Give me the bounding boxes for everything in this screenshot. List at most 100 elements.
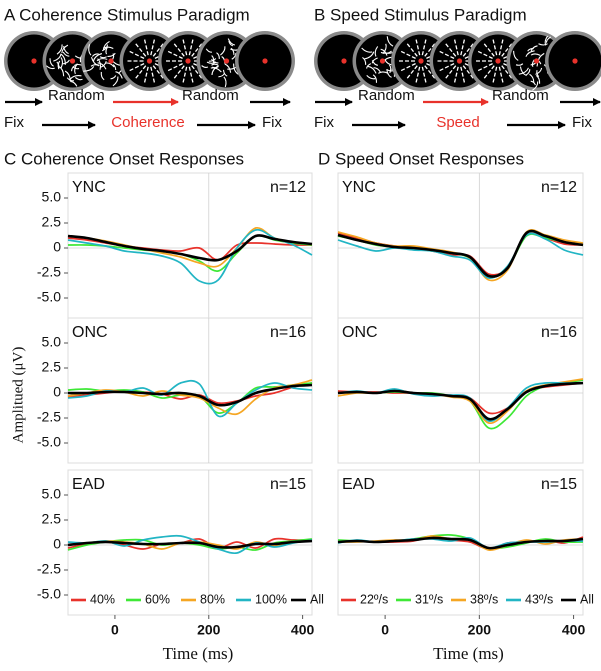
stimulus-dot-trail xyxy=(100,71,105,81)
stimulus-radial xyxy=(492,66,498,84)
legend-label: 22º/s xyxy=(360,592,388,606)
stimulus-radial xyxy=(453,66,459,84)
y-tick-label: 2.5 xyxy=(42,214,62,230)
stimulus-dot-trail xyxy=(388,64,392,74)
y-tick-label: 0 xyxy=(53,384,61,400)
stimulus-dot-trail xyxy=(367,65,377,74)
stimulus-radial xyxy=(152,65,165,80)
stimulus-dot-trail xyxy=(364,51,375,60)
stimulus-dot-trail xyxy=(112,64,117,71)
stimulus-dot-trail xyxy=(371,60,378,66)
paradigm-label: Random xyxy=(358,87,415,104)
stimulus-radial xyxy=(188,38,194,56)
stimulus-dot-trail xyxy=(60,53,66,65)
stimulus-radial xyxy=(182,66,188,84)
n-label: n=15 xyxy=(270,476,306,493)
stimulus-radial xyxy=(128,63,145,72)
stimulus-dot-trail xyxy=(224,63,232,73)
stimulus-dot-trail xyxy=(70,80,78,87)
stimulus-dot-trail xyxy=(110,75,117,80)
stimulus-radial xyxy=(498,66,504,84)
chart-title: C Coherence Onset Responses xyxy=(4,149,244,168)
stimulus-radial xyxy=(173,42,185,57)
fixation-dot xyxy=(185,58,191,64)
stimulus-dot-trail xyxy=(205,48,212,53)
paradigm-label: Fix xyxy=(572,114,592,131)
stimulus-dot-trail xyxy=(222,69,228,77)
stimulus-radial xyxy=(460,38,466,56)
paradigm-label: Fix xyxy=(4,114,24,131)
stimulus-dot-trail xyxy=(60,57,64,69)
stimulus-dot-trail xyxy=(231,53,237,60)
stimulus-radial xyxy=(143,66,149,84)
stimulus-dot-trail xyxy=(201,65,209,68)
stimulus-radial xyxy=(498,38,504,56)
response-line xyxy=(337,381,584,421)
stimulus-radial xyxy=(134,42,147,57)
stimulus-radial xyxy=(399,63,416,72)
stimulus-dot-trail xyxy=(380,48,388,56)
stimulus-dot-trail xyxy=(531,59,535,67)
y-tick-label: -5.0 xyxy=(37,434,61,450)
stimulus-dot-trail xyxy=(210,67,222,73)
stimulus-dot-trail xyxy=(101,44,109,52)
response-line xyxy=(67,383,313,407)
stimulus-dot-trail xyxy=(211,55,215,64)
y-tick-label: 5.0 xyxy=(42,334,62,350)
stimulus-radial xyxy=(182,38,188,56)
fixation-dot xyxy=(379,58,386,64)
fixation-dot xyxy=(223,58,230,64)
stimulus-dot-trail xyxy=(372,74,378,83)
stimulus-dot-trail xyxy=(233,63,239,75)
stimulus-dot-trail xyxy=(513,50,519,61)
response-line xyxy=(67,539,313,549)
stimulus-radial xyxy=(150,38,156,56)
fixation-dot xyxy=(341,58,347,64)
stimulus-dot-trail xyxy=(374,46,379,57)
stimulus-radial xyxy=(128,50,145,59)
stimulus-radial xyxy=(492,38,498,56)
stimulus-dot-trail xyxy=(99,56,107,59)
stimulus-dot-trail xyxy=(361,47,373,53)
paradigm-label: Coherence xyxy=(111,114,184,131)
stimulus-dot-trail xyxy=(46,65,55,70)
x-tick-label: 0 xyxy=(381,622,389,638)
stimulus-radial xyxy=(166,50,183,59)
group-label: EAD xyxy=(72,476,105,493)
stimulus-dot-trail xyxy=(90,64,100,67)
stimulus-dot-trail xyxy=(211,65,220,76)
stimulus-dot-trail xyxy=(371,57,378,64)
stimulus-radial xyxy=(406,65,418,80)
stimulus-radial xyxy=(444,65,457,80)
stimulus-radial xyxy=(173,65,185,80)
y-tick-label: -2.5 xyxy=(37,409,61,425)
stimulus-dot-trail xyxy=(74,76,83,81)
stimulus-dot-trail xyxy=(529,73,535,83)
stimulus-dot-trail xyxy=(61,44,69,54)
stimulus-radial xyxy=(134,65,147,80)
stimulus-dot-trail xyxy=(220,46,226,56)
stimulus-dot-trail xyxy=(216,52,220,59)
response-line xyxy=(337,229,584,278)
response-line xyxy=(337,232,584,279)
stimulus-dot-trail xyxy=(366,63,372,69)
y-axis-label: Amplitued (μV) xyxy=(10,347,26,444)
paradigm-label: Random xyxy=(48,87,105,104)
n-label: n=16 xyxy=(541,324,577,341)
stimulus-dot-trail xyxy=(525,50,535,57)
paradigm-label: Fix xyxy=(314,114,334,131)
x-tick-label: 200 xyxy=(197,622,221,638)
stimulus-circle xyxy=(235,31,295,91)
group-label: EAD xyxy=(342,476,375,493)
stimulus-dot-trail xyxy=(362,56,367,65)
y-tick-label: 2.5 xyxy=(42,359,62,375)
stimulus-radial xyxy=(424,42,436,57)
stimulus-dot-trail xyxy=(223,76,227,88)
n-label: n=15 xyxy=(541,476,577,493)
paradigm-label: Random xyxy=(492,87,549,104)
x-tick-label: 400 xyxy=(291,622,315,638)
legend-label: 43º/s xyxy=(525,592,553,606)
stimulus-radial xyxy=(476,63,493,72)
